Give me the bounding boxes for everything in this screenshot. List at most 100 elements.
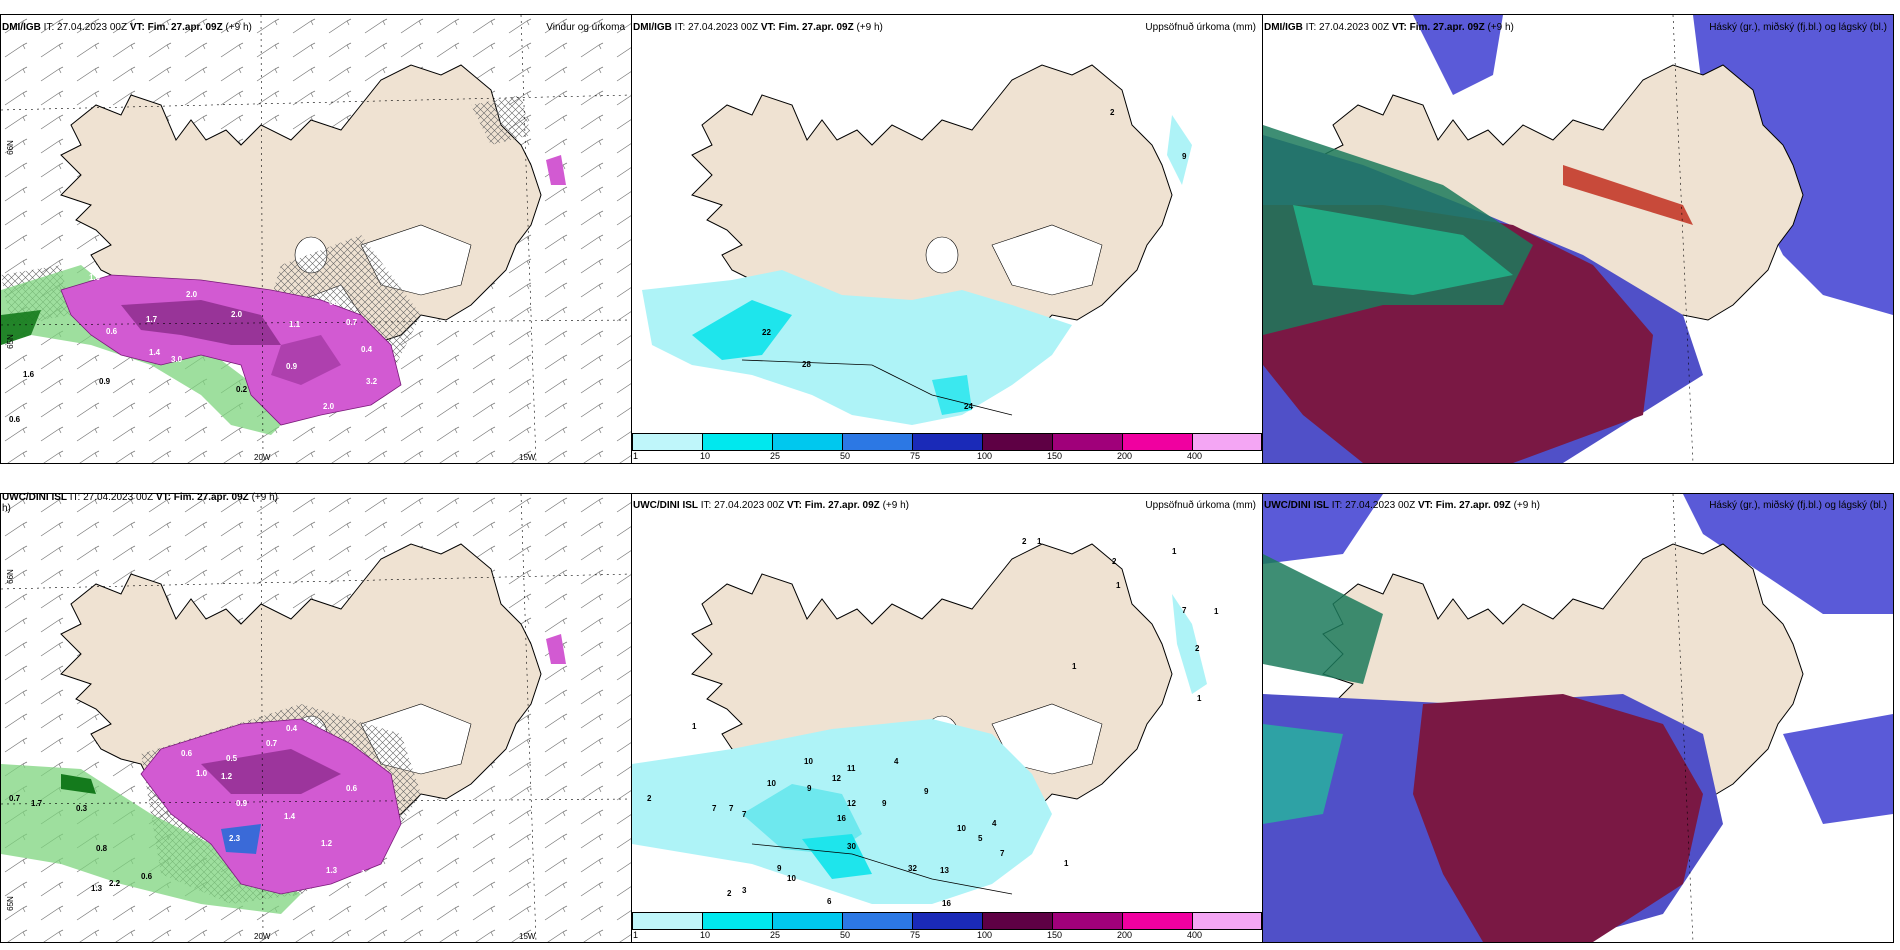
wind-value: 3.0 [171,355,183,364]
wind-value: 0.5 [226,754,238,763]
wind-value: 1.0 [196,769,208,778]
wind-value: 0.6 [346,784,358,793]
valid-label: VT: [1391,22,1407,33]
colorbar-label: 50 [840,930,851,940]
wind-value: 1.3 [91,884,103,893]
colorbar-swatch [1053,913,1123,929]
colorbar-label: 1 [633,930,639,940]
map-uwc-wind [1,494,631,942]
colorbar-label: 400 [1187,451,1203,461]
precip-value: 16 [942,899,951,908]
colorbar-swatch [1123,913,1193,929]
wind-value: 1.4 [149,348,161,357]
colorbar-swatch [773,913,843,929]
valid-label: VT: [129,22,145,33]
forecast-offset: (+9 h) [225,22,252,33]
precip-value: 1 [1214,607,1219,616]
colorbar-swatch [773,434,843,450]
colorbar [632,912,1262,930]
panel-uwc-precip: 2 1 2 1 1 7 1 2 1 1 1 10 11 4 12 9 10 9 … [631,493,1263,943]
panel-title: Háský (gr.), miðský (fj.bl.) og lágský (… [1709,500,1887,511]
precip-value: 10 [767,779,776,788]
valid-time: Fim. 27.apr. 09Z [147,22,223,33]
wind-value: 1.3 [326,866,338,875]
panel-title: Vindur og úrkoma [546,22,625,33]
wind-value: 1.6 [23,370,35,379]
wind-value: 0.6 [9,415,21,424]
precip-value: 6 [827,897,832,906]
precip-value: 10 [957,824,966,833]
colorbar-swatch [1053,434,1123,450]
panel-header: UWC/DINI ISL IT: 27.04.2023 00Z VT: Fim.… [2,492,322,503]
precip-value: 1 [692,722,697,731]
precip-value: 1 [1172,547,1177,556]
wind-value: 0.7 [9,794,21,803]
precip-value: 1 [1064,859,1069,868]
precip-value: 1 [1116,581,1121,590]
panel-uwc-clouds [1262,493,1894,943]
wind-value: 0.2 [236,385,248,394]
init-time: IT: 27.04.2023 00Z [69,492,154,503]
wind-value: 0.6 [141,872,153,881]
colorbar-label: 50 [840,451,851,461]
precip-value: 32 [908,864,917,873]
colorbar-label: 10 [700,930,711,940]
colorbar-label: 100 [977,451,993,461]
forecast-offset: (+9 h) [882,500,909,511]
panel-header: UWC/DINI ISL IT: 27.04.2023 00Z VT: Fim.… [1264,500,1540,512]
precip-value: 9 [882,799,887,808]
panel-header-wrap: h) [2,503,11,514]
colorbar-swatch [703,434,773,450]
model-name: DMI/IGB [1264,22,1303,33]
map-uwc-clouds [1263,494,1893,942]
colorbar [632,433,1262,451]
wind-value: 0.9 [236,799,248,808]
wind-value: 0.6 [181,749,193,758]
precip-value: 30 [847,842,856,851]
valid-label: VT: [786,500,802,511]
wind-value: 0.8 [96,844,108,853]
colorbar-swatch [843,434,913,450]
colorbar-label: 200 [1117,930,1133,940]
wind-value: 3.2 [366,377,378,386]
lon-label: 15W [519,932,536,941]
init-time: IT: 27.04.2023 00Z [674,22,759,33]
lon-label: 20W [254,932,271,941]
wind-value: 0.8 [329,298,341,307]
precip-value: 1 [1037,537,1042,546]
colorbar-swatch [983,913,1053,929]
precip-value: 7 [1000,849,1005,858]
precip-value: 4 [894,757,899,766]
colorbar-label: 100 [977,930,993,940]
colorbar-label: 75 [910,451,921,461]
panel-header: DMI/IGB IT: 27.04.2023 00Z VT: Fim. 27.a… [633,22,883,34]
model-name: DMI/IGB [2,22,41,33]
wind-value: 2.0 [231,310,243,319]
map-dmi-clouds [1263,15,1893,463]
lon-label: 20W [254,453,271,462]
colorbar-label: 10 [700,451,711,461]
precip-value: 2 [1110,108,1115,117]
precip-value: 28 [802,360,811,369]
panel-header: UWC/DINI ISL IT: 27.04.2023 00Z VT: Fim.… [633,500,909,512]
precip-value: 9 [924,787,929,796]
colorbar-label: 25 [770,930,781,940]
wind-value: 1.1 [289,320,301,329]
precip-value: 2 [647,794,652,803]
precip-value: 1 [1197,694,1202,703]
colorbar-label: 25 [770,451,781,461]
precip-value: 7 [712,804,717,813]
init-time: IT: 27.04.2023 00Z [700,500,785,511]
precip-value: 9 [777,864,782,873]
precip-value: 7 [742,810,747,819]
wind-value: 0.3 [76,804,88,813]
panel-dmi-precip: 2 9 22 28 24 1 10 25 50 75 100 150 200 4… [631,14,1263,464]
wind-value: 0.9 [99,377,111,386]
panel-dmi-clouds [1262,14,1894,464]
wind-value: 2.0 [186,290,198,299]
colorbar-swatch [843,913,913,929]
init-time: IT: 27.04.2023 00Z [1305,22,1390,33]
precip-value: 22 [762,328,771,337]
colorbar-swatch [633,434,703,450]
colorbar-swatch [1193,913,1261,929]
